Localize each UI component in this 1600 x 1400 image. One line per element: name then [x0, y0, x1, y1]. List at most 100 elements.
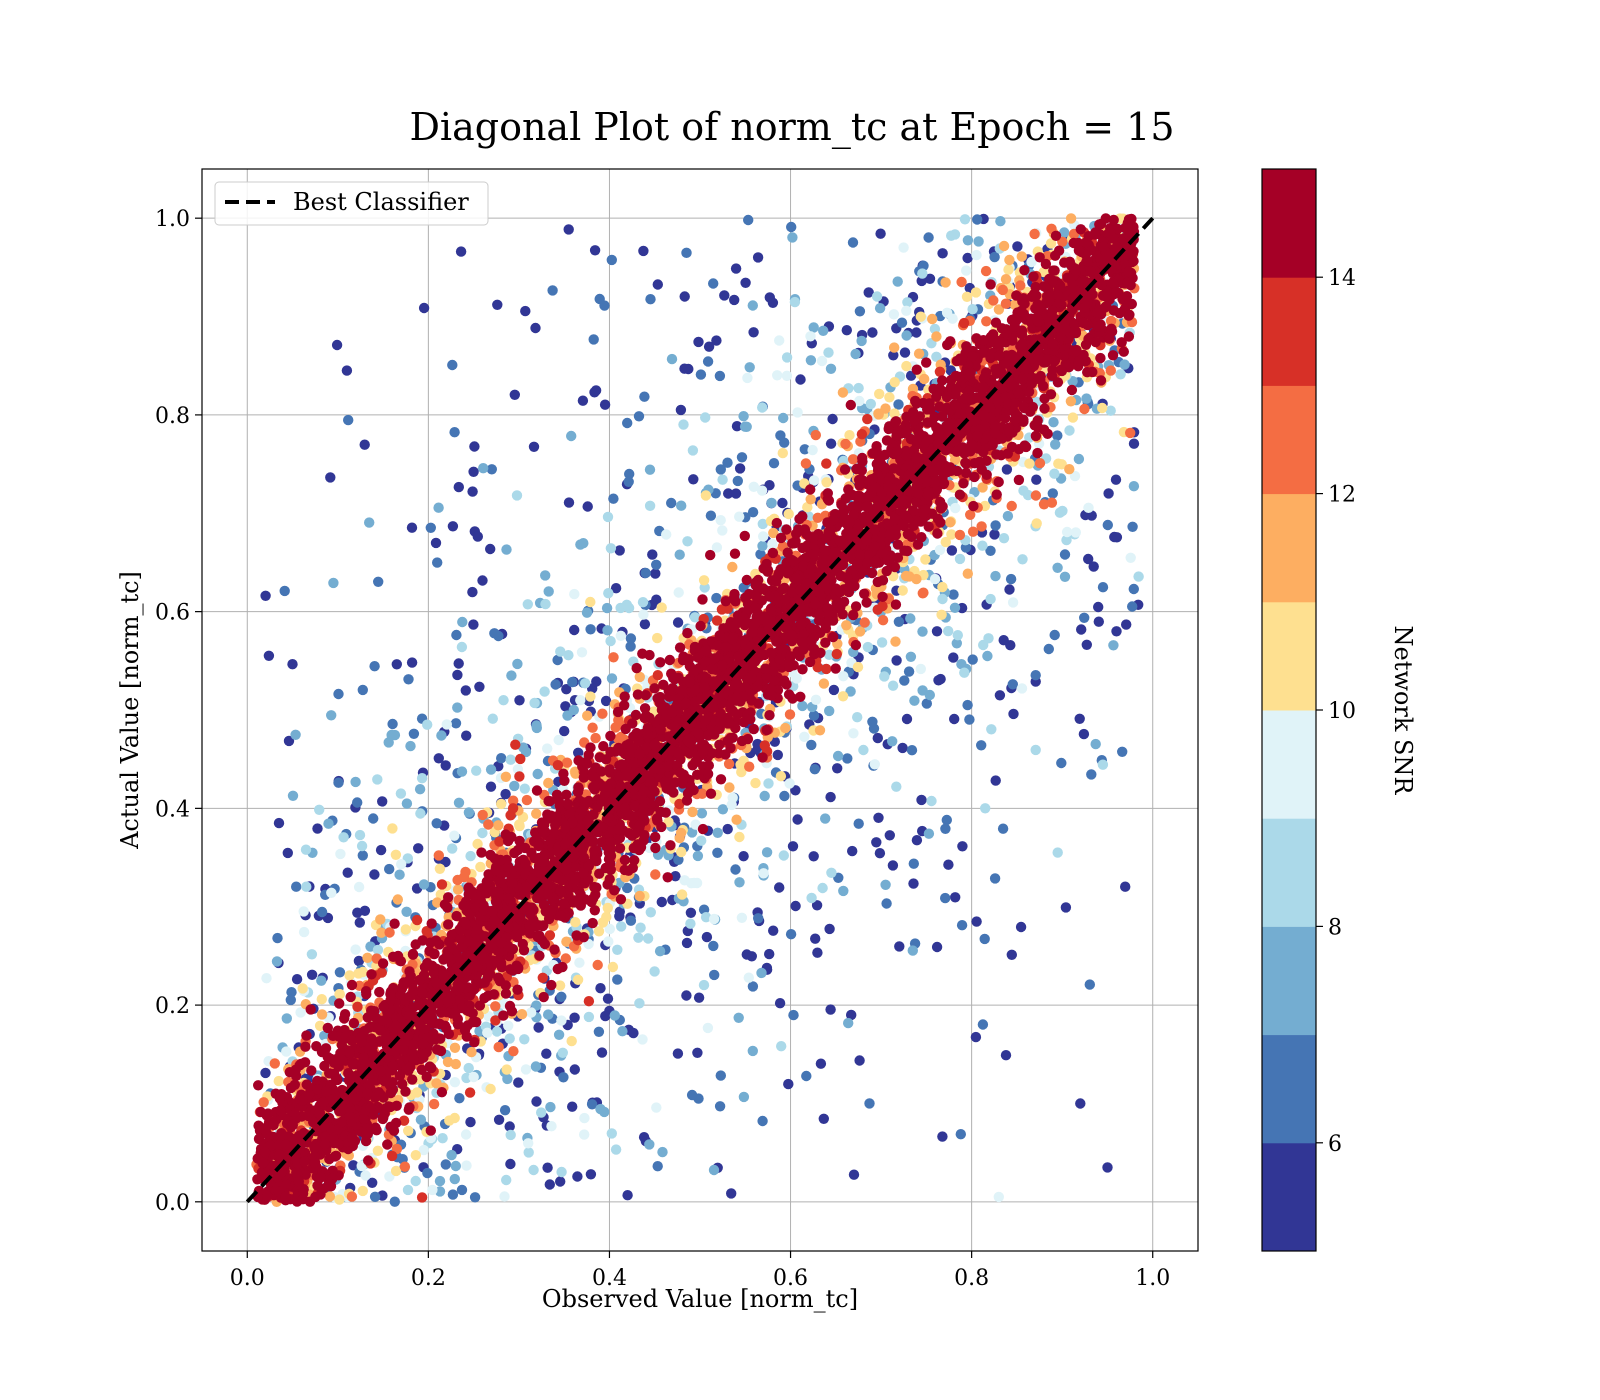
scatter-point [998, 240, 1010, 252]
scatter-point [285, 994, 296, 1006]
scatter-point [673, 587, 684, 598]
scatter-point [901, 305, 912, 316]
scatter-point [508, 795, 519, 806]
scatter-point [1084, 979, 1096, 990]
scatter-point [729, 294, 740, 306]
scatter-point [287, 790, 299, 801]
scatter-point [748, 481, 759, 492]
scatter-point [901, 360, 912, 372]
scatter-point [995, 216, 1006, 227]
scatter-point [763, 778, 774, 789]
scatter-point [956, 659, 967, 670]
scatter-point [717, 804, 729, 815]
scatter-point [566, 1035, 577, 1047]
scatter-point [523, 1138, 534, 1149]
scatter-points [251, 213, 1144, 1208]
scatter-point [1074, 713, 1085, 724]
scatter-point [877, 615, 889, 626]
scatter-point [759, 790, 770, 802]
scatter-point [714, 1101, 726, 1112]
scatter-point [887, 860, 899, 871]
scatter-point [450, 718, 462, 729]
scatter-point [959, 214, 971, 225]
scatter-point [585, 596, 596, 608]
scatter-point [597, 708, 608, 719]
scatter-point [326, 887, 337, 898]
scatter-point [776, 1041, 787, 1052]
scatter-point [888, 309, 900, 320]
scatter-point [652, 632, 663, 644]
scatter-point [1107, 350, 1119, 361]
scatter-point [454, 1093, 465, 1104]
scatter-point [848, 728, 859, 739]
scatter-point [389, 918, 400, 929]
scatter-point [468, 466, 479, 477]
scatter-point [734, 831, 745, 843]
scatter-point [888, 350, 899, 361]
scatter-point [505, 1158, 516, 1170]
scatter-point [606, 1128, 617, 1139]
scatter-point [447, 843, 458, 854]
scatter-point [1088, 561, 1099, 572]
scatter-point [279, 585, 290, 597]
scatter-point [946, 545, 958, 556]
scatter-point [463, 1062, 474, 1074]
scatter-point [640, 567, 651, 579]
scatter-point [979, 933, 990, 945]
scatter-point [734, 877, 745, 888]
scatter-point [815, 1058, 827, 1069]
scatter-point [1121, 619, 1132, 630]
scatter-point [496, 753, 507, 764]
scatter-point [753, 913, 764, 924]
scatter-point [610, 583, 622, 594]
scatter-point [554, 980, 566, 991]
scatter-point [258, 1097, 269, 1108]
scatter-point [758, 868, 769, 879]
scatter-point [696, 808, 708, 819]
scatter-point [873, 409, 884, 420]
scatter-point [511, 490, 523, 501]
scatter-point [792, 814, 803, 825]
scatter-point [1045, 238, 1057, 249]
scatter-point [556, 991, 567, 1002]
scatter-point [312, 823, 323, 834]
scatter-point [609, 1010, 620, 1021]
scatter-point [1007, 597, 1019, 608]
scatter-point [817, 882, 828, 894]
scatter-point [693, 336, 704, 348]
scatter-point [342, 867, 353, 878]
scatter-point [661, 529, 672, 540]
scatter-point [884, 830, 895, 841]
scatter-point [401, 798, 413, 809]
scatter-point [779, 790, 790, 802]
scatter-point [512, 658, 523, 670]
scatter-point [541, 1048, 552, 1059]
scatter-point [712, 827, 723, 838]
scatter-point [1065, 396, 1077, 407]
scatter-point [993, 1191, 1004, 1203]
scatter-point [464, 1087, 476, 1098]
scatter-point [866, 567, 878, 579]
scatter-point [956, 276, 967, 288]
scatter-point [334, 967, 346, 978]
scatter-point [400, 924, 411, 935]
scatter-point [415, 1114, 427, 1125]
scatter-point [451, 629, 462, 641]
scatter-point [949, 602, 961, 613]
scatter-point [357, 1185, 368, 1197]
scatter-point [946, 529, 957, 540]
scatter-point [514, 771, 525, 782]
scatter-point [757, 540, 768, 552]
scatter-point [590, 385, 602, 396]
scatter-point [733, 1012, 744, 1023]
scatter-point [504, 1033, 515, 1044]
scatter-point [1026, 256, 1037, 268]
scatter-point [917, 685, 928, 696]
scatter-point [959, 667, 970, 678]
scatter-point [709, 969, 720, 981]
scatter-point [805, 494, 816, 505]
scatter-point [614, 843, 626, 854]
scatter-point [433, 753, 444, 764]
scatter-point [1000, 274, 1012, 285]
scatter-point [730, 263, 742, 274]
